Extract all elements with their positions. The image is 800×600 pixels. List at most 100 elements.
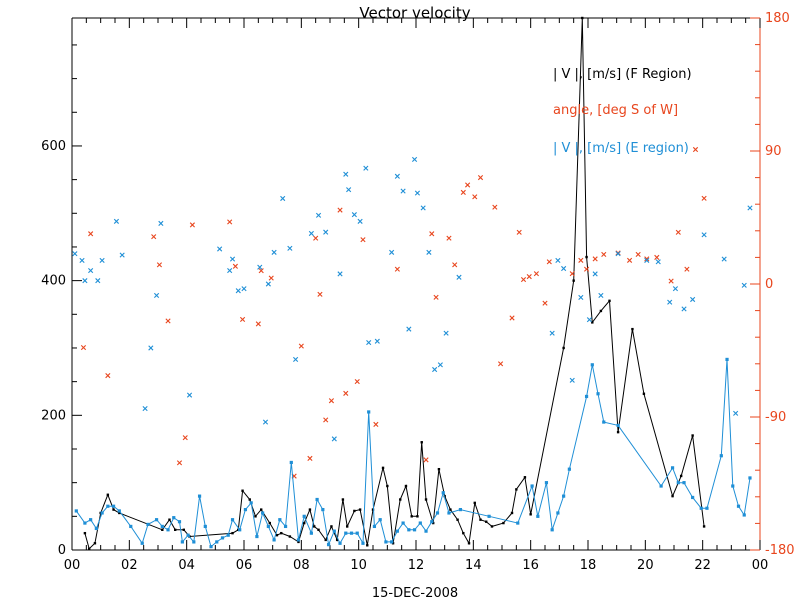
point-mark-stroke xyxy=(520,276,527,283)
data-point-e-region xyxy=(725,357,729,362)
data-point-f-region xyxy=(366,544,369,547)
data-point-e-region-scatter xyxy=(644,257,650,264)
point-mark-stroke xyxy=(516,229,522,235)
data-point-f-region xyxy=(288,535,292,538)
data-point-e-region xyxy=(226,533,230,537)
point-mark-stroke xyxy=(542,300,548,306)
data-point-angle xyxy=(429,231,435,237)
point-mark-stroke xyxy=(337,271,343,277)
data-point-e-region xyxy=(372,524,377,529)
data-point-f-region xyxy=(93,542,97,545)
data-point-f-region xyxy=(297,540,300,544)
legend-angle: angle, [deg S of W] xyxy=(553,103,678,118)
data-point-angle xyxy=(176,460,183,466)
data-point-e-region xyxy=(412,528,417,532)
point-mark-stroke xyxy=(681,306,687,312)
axes-group: 00 02 04 06 08 10 12 14 16 18 20 22 000200400600-180… xyxy=(41,11,794,573)
point-mark-stroke xyxy=(549,330,555,336)
data-point-angle xyxy=(360,237,366,243)
data-point-e-region xyxy=(516,521,520,525)
data-point-angle xyxy=(317,291,323,297)
data-point-f-region xyxy=(608,299,611,303)
point-mark-stroke xyxy=(88,267,94,274)
point-mark-stroke xyxy=(533,271,539,277)
data-point-angle xyxy=(232,263,238,269)
data-point-e-region-scatter xyxy=(655,259,661,265)
data-point-e-region xyxy=(296,538,301,542)
data-point-e-region-scatter xyxy=(280,195,286,202)
point-mark-stroke xyxy=(151,234,157,240)
point-mark-stroke xyxy=(443,330,449,336)
point-mark-stroke xyxy=(433,294,439,300)
point-mark-stroke xyxy=(119,252,125,258)
data-point-angle xyxy=(635,251,641,258)
data-point-e-region xyxy=(682,481,686,485)
data-point-e-region xyxy=(129,524,133,529)
data-point-angle xyxy=(546,259,552,265)
data-point-e-region xyxy=(748,476,752,480)
data-point-e-region-scatter xyxy=(271,249,277,255)
point-mark-stroke xyxy=(592,256,598,262)
data-point-e-region-scatter xyxy=(420,205,426,211)
data-point-e-region xyxy=(676,481,680,485)
point-mark-stroke xyxy=(394,173,400,179)
x-tick-label: 00 xyxy=(64,558,81,573)
data-point-e-region-scatter xyxy=(363,165,369,171)
point-mark-stroke xyxy=(148,345,154,351)
data-point-f-region xyxy=(599,309,603,313)
data-point-e-region xyxy=(180,540,184,544)
x-tick-label: 16 xyxy=(522,558,539,573)
point-mark-stroke xyxy=(315,212,322,218)
point-mark-stroke xyxy=(328,398,335,404)
data-point-e-region xyxy=(146,522,150,527)
data-point-f-region xyxy=(346,525,349,528)
point-mark-stroke xyxy=(635,251,641,258)
x-tick-label: 10 xyxy=(350,558,367,573)
data-point-angle xyxy=(88,231,94,237)
x-tick-label: 00 xyxy=(752,558,769,573)
data-point-e-region xyxy=(401,521,405,525)
point-mark-stroke xyxy=(313,235,319,241)
point-mark-stroke xyxy=(343,390,349,396)
point-mark-stroke xyxy=(186,392,193,398)
data-point-f-region xyxy=(399,498,402,501)
point-mark-stroke xyxy=(271,249,277,255)
data-point-f-region xyxy=(168,518,171,521)
point-mark-stroke xyxy=(675,229,681,235)
point-mark-stroke xyxy=(373,421,379,427)
y-left-tick-label: 200 xyxy=(41,408,66,423)
data-point-angle xyxy=(165,318,171,324)
data-point-f-region xyxy=(88,547,91,550)
point-mark-stroke xyxy=(672,286,679,292)
point-mark-stroke xyxy=(156,262,163,268)
point-mark-stroke xyxy=(456,274,462,280)
data-point-e-region xyxy=(378,518,382,522)
data-point-f-region xyxy=(313,525,316,528)
point-mark-stroke xyxy=(227,219,233,225)
data-point-e-region-scatter xyxy=(293,356,299,363)
data-point-f-region xyxy=(410,515,413,518)
data-point-angle xyxy=(578,257,584,263)
data-point-e-region-scatter xyxy=(235,288,241,294)
data-point-e-region-scatter xyxy=(158,220,164,226)
x-tick-label: 08 xyxy=(293,558,310,573)
data-point-e-region xyxy=(160,524,164,529)
data-point-angle xyxy=(313,235,319,241)
point-mark-stroke xyxy=(655,259,661,265)
point-mark-stroke xyxy=(217,246,223,252)
data-point-angle xyxy=(654,254,660,260)
point-mark-stroke xyxy=(262,419,269,425)
data-point-angle xyxy=(692,146,699,153)
data-point-e-region xyxy=(742,513,746,517)
data-point-e-region-scatter xyxy=(217,246,223,252)
data-point-e-region xyxy=(390,540,394,544)
data-point-e-region xyxy=(89,518,93,522)
data-point-e-region xyxy=(407,528,411,532)
data-point-f-region xyxy=(702,525,706,528)
data-point-e-region xyxy=(302,514,306,518)
data-point-e-region-scatter xyxy=(615,251,621,257)
data-point-f-region xyxy=(83,531,87,535)
data-point-angle xyxy=(452,262,458,268)
point-mark-stroke xyxy=(389,249,395,255)
data-point-f-region xyxy=(490,525,494,528)
